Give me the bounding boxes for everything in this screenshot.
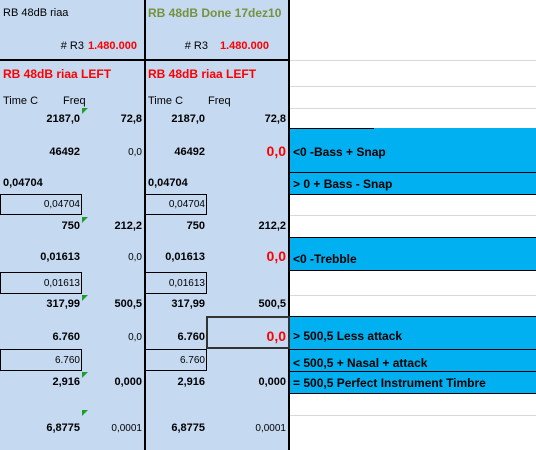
zero-cell: 0,0	[128, 252, 142, 263]
value-cell: 2,916	[52, 376, 80, 388]
comment-indicator-icon	[82, 217, 88, 223]
comment-indicator-icon	[82, 295, 88, 301]
gridline	[290, 86, 536, 87]
zero-cell: 0,0	[266, 143, 286, 159]
freq-header: Freq	[63, 95, 86, 107]
r3-value: 1.480.000	[88, 40, 137, 52]
freq-value: 500,5	[258, 298, 286, 310]
boxed-cell	[0, 194, 82, 215]
border	[290, 371, 536, 372]
zero-cell: 0,0	[128, 147, 142, 158]
border	[290, 349, 536, 350]
freq-value: 212,2	[258, 220, 286, 232]
comment-indicator-icon	[82, 108, 88, 114]
gridline	[290, 108, 536, 109]
value-cell: 46492	[174, 146, 205, 158]
note-treble: <0 -Trebble	[293, 252, 357, 266]
note-bass-minus: <0 -Bass + Snap	[293, 145, 386, 159]
column-divider	[144, 0, 146, 450]
r3-label: # R3	[184, 40, 208, 52]
column-b-background	[145, 0, 290, 450]
time-value: 317,99	[46, 298, 80, 310]
boxed-value: 0,01613	[43, 278, 80, 289]
boxed-value: 0,04704	[43, 199, 80, 210]
boxed-value: 6.760	[179, 355, 205, 366]
highlight-bass-minus	[290, 128, 536, 172]
section-title: RB 48dB riaa LEFT	[148, 67, 257, 81]
zero-cell: 0,0	[128, 332, 142, 343]
gridline	[290, 415, 536, 416]
border	[290, 172, 536, 173]
note-nasal-attack: < 500,5 + Nasal + attack	[293, 356, 428, 370]
border	[290, 316, 536, 317]
boxed-cell	[145, 272, 207, 294]
value-cell: 0,01613	[40, 251, 80, 263]
value-cell: 0,04704	[148, 177, 188, 189]
freq-value: 0,000	[114, 376, 142, 388]
highlight-treble	[290, 237, 536, 270]
time-value: 2187,0	[46, 113, 80, 125]
section-title: RB 48dB riaa LEFT	[3, 67, 112, 81]
boxed-cell	[0, 349, 82, 371]
time-value: 750	[186, 220, 205, 232]
boxed-value: 0,04704	[168, 199, 205, 210]
comment-indicator-icon	[82, 410, 88, 416]
freq-value: 500,5	[114, 298, 142, 310]
value-cell: 2,916	[177, 376, 205, 388]
value-cell: 6.760	[52, 331, 80, 343]
boxed-value: 6.760	[54, 355, 80, 366]
border	[290, 393, 536, 394]
r3-value: 1.480.000	[220, 40, 269, 52]
gridline	[290, 215, 536, 216]
time-value: 750	[61, 220, 80, 232]
time-value: 317,99	[171, 298, 205, 310]
gridline	[290, 295, 536, 296]
value-cell: 0,04704	[3, 177, 43, 189]
sheet-title: RB 48dB Done 17dez10	[148, 6, 282, 20]
boxed-value: 0,01613	[168, 278, 205, 289]
freq-header: Freq	[208, 95, 231, 107]
note-less-attack: > 500,5 Less attack	[293, 329, 403, 343]
boxed-cell	[0, 272, 82, 294]
time-value: 2187,0	[171, 113, 205, 125]
border	[290, 194, 536, 195]
column-divider	[288, 0, 290, 450]
column-a-background	[0, 0, 145, 450]
freq-value: 0,000	[258, 376, 286, 388]
freq-value: 212,2	[114, 220, 142, 232]
freq-value: 72,8	[264, 113, 286, 125]
boxed-cell	[145, 349, 207, 371]
gridline	[290, 60, 536, 61]
freq-value: 72,8	[120, 113, 142, 125]
boxed-cell	[145, 194, 207, 215]
sheet-title: RB 48dB riaa	[3, 7, 69, 19]
border	[290, 237, 536, 238]
value-cell: 6.760	[177, 331, 205, 343]
value-cell: 6,8775	[171, 422, 205, 434]
border	[290, 128, 374, 129]
time-header: Time C	[148, 95, 184, 107]
zero-cell[interactable]: 0,0	[266, 328, 286, 344]
highlight-bass-plus	[290, 172, 536, 194]
note-perfect-timbre: = 500,5 Perfect Instrument Timbre	[293, 376, 486, 390]
header-divider	[0, 59, 290, 61]
border	[290, 270, 536, 271]
freq-value: 0,0001	[255, 423, 286, 434]
comment-indicator-icon	[82, 372, 88, 378]
freq-value: 0,0001	[111, 423, 142, 434]
value-cell: 46492	[49, 146, 80, 158]
zero-cell: 0,0	[266, 248, 286, 264]
time-header: Time C	[3, 95, 39, 107]
value-cell: 6,8775	[46, 422, 80, 434]
selected-cell[interactable]	[206, 316, 290, 349]
r3-label: # R3	[60, 40, 84, 52]
value-cell: 0,01613	[165, 251, 205, 263]
highlight-attack	[290, 316, 536, 393]
note-bass-plus: > 0 + Bass - Snap	[293, 177, 393, 191]
